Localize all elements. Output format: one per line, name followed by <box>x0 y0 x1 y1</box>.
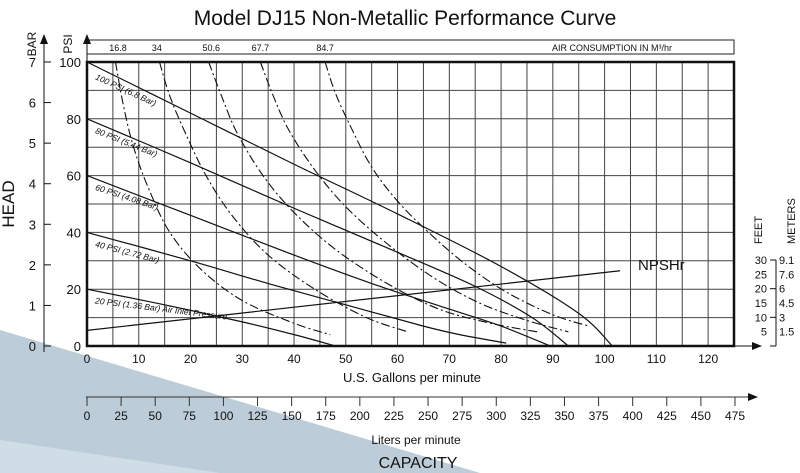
lpm-axis-arrow <box>748 393 758 401</box>
feet-tick-label: 15 <box>755 298 767 310</box>
chart-title: Model DJ15 Non-Metallic Performance Curv… <box>194 7 617 30</box>
air-consumption-curve-8 <box>259 61 569 333</box>
bar-tick-label: 4 <box>29 177 36 192</box>
psi-tick-label: 20 <box>67 282 81 297</box>
pressure-curve-4 <box>86 288 336 347</box>
feet-tick-label: 10 <box>755 312 767 324</box>
bar-tick-label: 3 <box>29 217 36 232</box>
air-consumption-curve-6 <box>158 61 409 333</box>
meters-tick-label: 9.1 <box>779 255 794 267</box>
lpm-tick-label: 175 <box>316 409 336 423</box>
gpm-tick-label: 120 <box>698 352 718 366</box>
lpm-tick-label: 225 <box>384 409 404 423</box>
meters-tick-label: 6 <box>779 284 785 296</box>
psi-tick-label: 60 <box>67 169 81 184</box>
npsh-curve <box>86 270 621 331</box>
lpm-tick-label: 75 <box>183 409 197 423</box>
psi-axis-arrow <box>83 34 91 44</box>
feet-tick-label: 25 <box>755 269 767 281</box>
feet-tick-label: 5 <box>761 327 767 339</box>
psi-tick-label: 0 <box>74 339 81 354</box>
lpm-tick-label: 250 <box>418 409 438 423</box>
gpm-axis-label: U.S. Gallons per minute <box>343 370 481 385</box>
psi-tick-label: 40 <box>67 225 81 240</box>
air-consumption-curve-5 <box>114 61 331 336</box>
lpm-tick-label: 200 <box>350 409 370 423</box>
gpm-tick-label: 100 <box>595 352 615 366</box>
bar-tick-label: 1 <box>29 298 36 313</box>
psi-tick-label: 100 <box>59 55 81 70</box>
lpm-tick-label: 100 <box>213 409 233 423</box>
lpm-axis-label: Liters per minute <box>371 433 461 447</box>
lpm-tick-label: 375 <box>589 409 609 423</box>
bar-tick-label: 7 <box>29 55 36 70</box>
gpm-tick-label: 70 <box>443 352 457 366</box>
lpm-tick-label: 25 <box>114 409 128 423</box>
gpm-tick-label: 50 <box>339 352 353 366</box>
lpm-tick-label: 475 <box>725 409 745 423</box>
lpm-tick-label: 125 <box>248 409 268 423</box>
meters-tick-label: 1.5 <box>779 327 794 339</box>
lpm-tick-label: 400 <box>623 409 643 423</box>
bar-tick-label: 0 <box>29 339 36 354</box>
pressure-curve-3 <box>86 231 507 344</box>
air-consumption-value: 67.7 <box>252 43 270 53</box>
gpm-tick-label: 90 <box>546 352 560 366</box>
gpm-tick-label: 0 <box>84 352 91 366</box>
curve-annotation: 60 PSI (4.08 Bar) <box>94 182 160 212</box>
bar-axis-label: BAR <box>25 31 39 56</box>
lpm-tick-label: 0 <box>84 409 91 423</box>
head-axis-label: HEAD <box>0 180 18 227</box>
npsh-label: NPSHr <box>638 257 685 274</box>
air-consumption-value: 34 <box>152 43 162 53</box>
lpm-tick-label: 425 <box>657 409 677 423</box>
gpm-axis-arrow <box>752 342 762 350</box>
lpm-tick-label: 325 <box>520 409 540 423</box>
psi-tick-label: 80 <box>67 112 81 127</box>
meters-axis-label: METERS <box>786 198 798 244</box>
gpm-tick-label: 60 <box>391 352 405 366</box>
air-consumption-curve-7 <box>208 61 538 333</box>
meters-tick-label: 7.6 <box>779 269 794 281</box>
pressure-curve-1 <box>86 118 569 347</box>
meters-tick-label: 3 <box>779 312 785 324</box>
air-consumption-label: AIR CONSUMPTION IN M³/hr <box>552 43 672 53</box>
psi-axis-label: PSI <box>61 34 75 53</box>
gpm-tick-label: 40 <box>287 352 301 366</box>
air-consumption-value: 50.6 <box>202 43 220 53</box>
feet-tick-label: 30 <box>755 255 767 267</box>
lpm-tick-label: 450 <box>691 409 711 423</box>
air-consumption-value: 16.8 <box>109 43 127 53</box>
feet-tick-label: 20 <box>755 284 767 296</box>
lpm-tick-label: 350 <box>554 409 574 423</box>
air-consumption-value: 84.7 <box>316 43 334 53</box>
gpm-tick-label: 80 <box>494 352 508 366</box>
bar-tick-label: 5 <box>29 136 36 151</box>
meters-tick-label: 4.5 <box>779 298 794 310</box>
feet-axis-label: FEET <box>753 216 765 244</box>
lpm-tick-label: 300 <box>486 409 506 423</box>
curve-annotation: 80 PSI (5.44 Bar) <box>94 126 159 159</box>
lpm-tick-label: 150 <box>282 409 302 423</box>
background-band-dark <box>0 330 480 473</box>
gpm-tick-label: 30 <box>236 352 250 366</box>
lpm-tick-label: 275 <box>452 409 472 423</box>
lpm-tick-label: 50 <box>149 409 163 423</box>
gpm-tick-label: 20 <box>184 352 198 366</box>
capacity-label: CAPACITY <box>379 455 458 472</box>
bar-tick-label: 6 <box>29 96 36 111</box>
gpm-tick-label: 10 <box>132 352 146 366</box>
background-band-light <box>0 440 220 473</box>
pressure-curve-0 <box>86 61 613 347</box>
bar-axis-arrow <box>40 34 48 44</box>
air-consumption-curve-9 <box>324 61 590 327</box>
gpm-tick-label: 110 <box>647 352 666 366</box>
bar-tick-label: 2 <box>29 258 36 273</box>
